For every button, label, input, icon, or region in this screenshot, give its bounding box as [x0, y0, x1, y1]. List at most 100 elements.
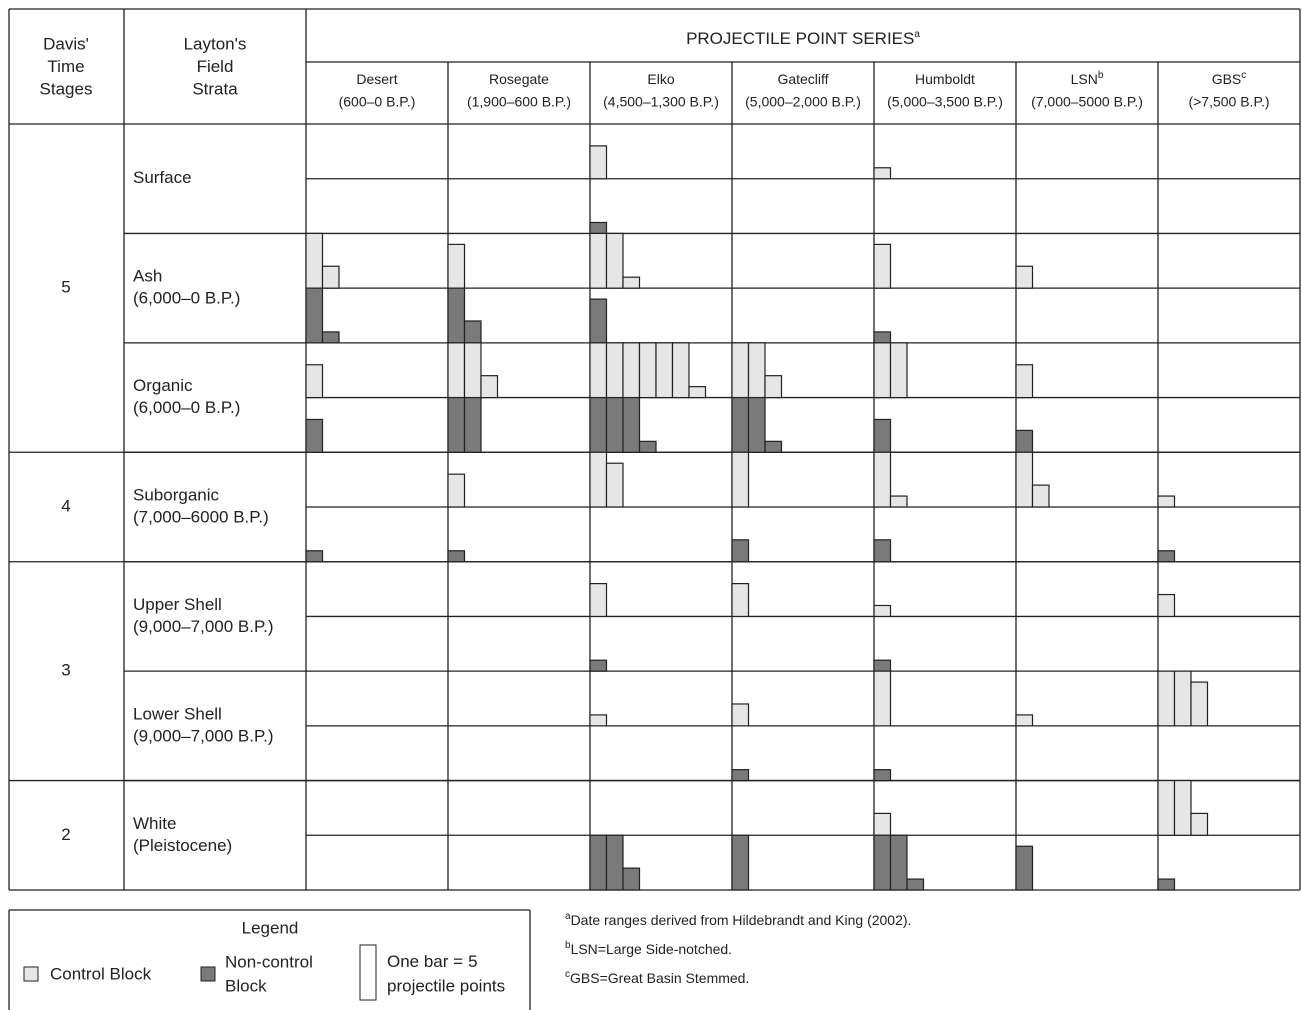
- count-bar: [605, 834, 624, 891]
- count-bar: [605, 232, 624, 289]
- series-range: (5,000–2,000 B.P.): [745, 94, 861, 110]
- text: GBS=Great Basin Stemmed.: [570, 970, 749, 986]
- count-bar: [731, 342, 750, 399]
- count-bar: [873, 539, 892, 563]
- count-bar: [1015, 429, 1034, 453]
- count-bar: [873, 769, 892, 782]
- legend-label: Non-control: [225, 952, 313, 971]
- count-bar: [447, 342, 466, 399]
- count-bar: [480, 375, 499, 399]
- count-bar: [873, 659, 892, 672]
- count-bar: [589, 221, 608, 235]
- strata-name: Lower Shell: [133, 704, 222, 723]
- number: 5: [468, 952, 477, 971]
- note-mark: c: [565, 969, 570, 980]
- count-bar: [731, 582, 750, 618]
- count-bar: [889, 834, 908, 891]
- text: One bar =: [387, 952, 463, 971]
- count-bar: [447, 396, 466, 453]
- count-bar: [589, 834, 608, 891]
- legend-swatch: [200, 966, 216, 982]
- strata-name: (9,000–7,000 B.P.): [133, 617, 274, 636]
- count-bar: [305, 550, 324, 563]
- legend-title: Legend: [242, 918, 299, 937]
- count-bar: [731, 703, 750, 727]
- series-name: Humboldt: [915, 71, 975, 87]
- count-bar: [1173, 670, 1192, 727]
- count-bar: [1015, 451, 1034, 508]
- count-bar: [889, 495, 908, 508]
- count-bar: [873, 834, 892, 891]
- stage-label: 4: [61, 496, 70, 515]
- legend-label: One bar = 5: [387, 952, 478, 971]
- count-bar: [622, 276, 641, 289]
- series-range: (4,500–1,300 B.P.): [603, 94, 719, 110]
- text: LSN=Large Side-notched.: [571, 941, 733, 957]
- legend-bar: [359, 944, 377, 1001]
- count-bar: [747, 396, 766, 453]
- note-mark: b: [565, 940, 571, 951]
- count-bar: [1190, 812, 1209, 836]
- count-bar: [321, 331, 340, 344]
- footnote: cGBS=Great Basin Stemmed.: [565, 969, 749, 986]
- count-bar: [873, 451, 892, 508]
- count-bar: [589, 714, 608, 727]
- note-mark: a: [565, 911, 571, 922]
- count-bar: [305, 232, 324, 289]
- series-title: PROJECTILE POINT SERIESa: [686, 29, 920, 49]
- count-bar: [1157, 670, 1176, 727]
- strata-name: (Pleistocene): [133, 836, 232, 855]
- count-bar: [1157, 495, 1176, 508]
- count-bar: [731, 834, 750, 891]
- note-mark: b: [1098, 70, 1104, 81]
- series-range: (600–0 B.P.): [339, 94, 416, 110]
- count-bar: [906, 878, 925, 891]
- count-bar: [589, 298, 608, 344]
- strata-name: Ash: [133, 267, 162, 286]
- count-bar: [889, 342, 908, 399]
- count-bar: [671, 342, 690, 399]
- note-mark: c: [1241, 70, 1246, 81]
- stage-header: Time: [47, 57, 84, 76]
- name: Elko: [647, 71, 674, 87]
- count-bar: [1015, 845, 1034, 891]
- count-bar: [622, 342, 641, 399]
- footnote: bLSN=Large Side-notched.: [565, 940, 732, 957]
- count-bar: [873, 812, 892, 836]
- strata-name: Upper Shell: [133, 595, 222, 614]
- count-bar: [1015, 265, 1034, 289]
- count-bar: [1157, 593, 1176, 618]
- count-bar: [873, 670, 892, 727]
- count-bar: [873, 418, 892, 453]
- strata-name: (9,000–7,000 B.P.): [133, 726, 274, 745]
- count-bar: [638, 440, 657, 453]
- stage-header: Davis': [43, 34, 89, 53]
- count-bar: [873, 243, 892, 289]
- count-bar: [589, 659, 608, 672]
- count-bar: [589, 451, 608, 508]
- series-range: (7,000–5000 B.P.): [1031, 94, 1143, 110]
- count-bar: [1157, 550, 1176, 563]
- series-range: (5,000–3,500 B.P.): [887, 94, 1003, 110]
- count-bar: [447, 243, 466, 289]
- count-bar: [731, 539, 750, 563]
- count-bar: [447, 550, 466, 563]
- strata-name: White: [133, 814, 176, 833]
- count-bar: [605, 342, 624, 399]
- count-bar: [305, 364, 324, 399]
- count-bar: [589, 232, 608, 289]
- legend-label: projectile points: [387, 976, 505, 995]
- strata-name: Suborganic: [133, 485, 220, 504]
- stage-header: Stages: [40, 79, 93, 98]
- count-bar: [589, 582, 608, 618]
- count-bar: [1157, 878, 1176, 891]
- name: Humboldt: [915, 71, 975, 87]
- series-name: Desert: [356, 71, 397, 87]
- legend-label: Control Block: [50, 964, 152, 983]
- count-bar: [1190, 681, 1209, 727]
- title: PROJECTILE POINT SERIES: [686, 29, 914, 48]
- count-bar: [873, 167, 892, 180]
- count-bar: [688, 386, 707, 399]
- count-bar: [1015, 364, 1034, 399]
